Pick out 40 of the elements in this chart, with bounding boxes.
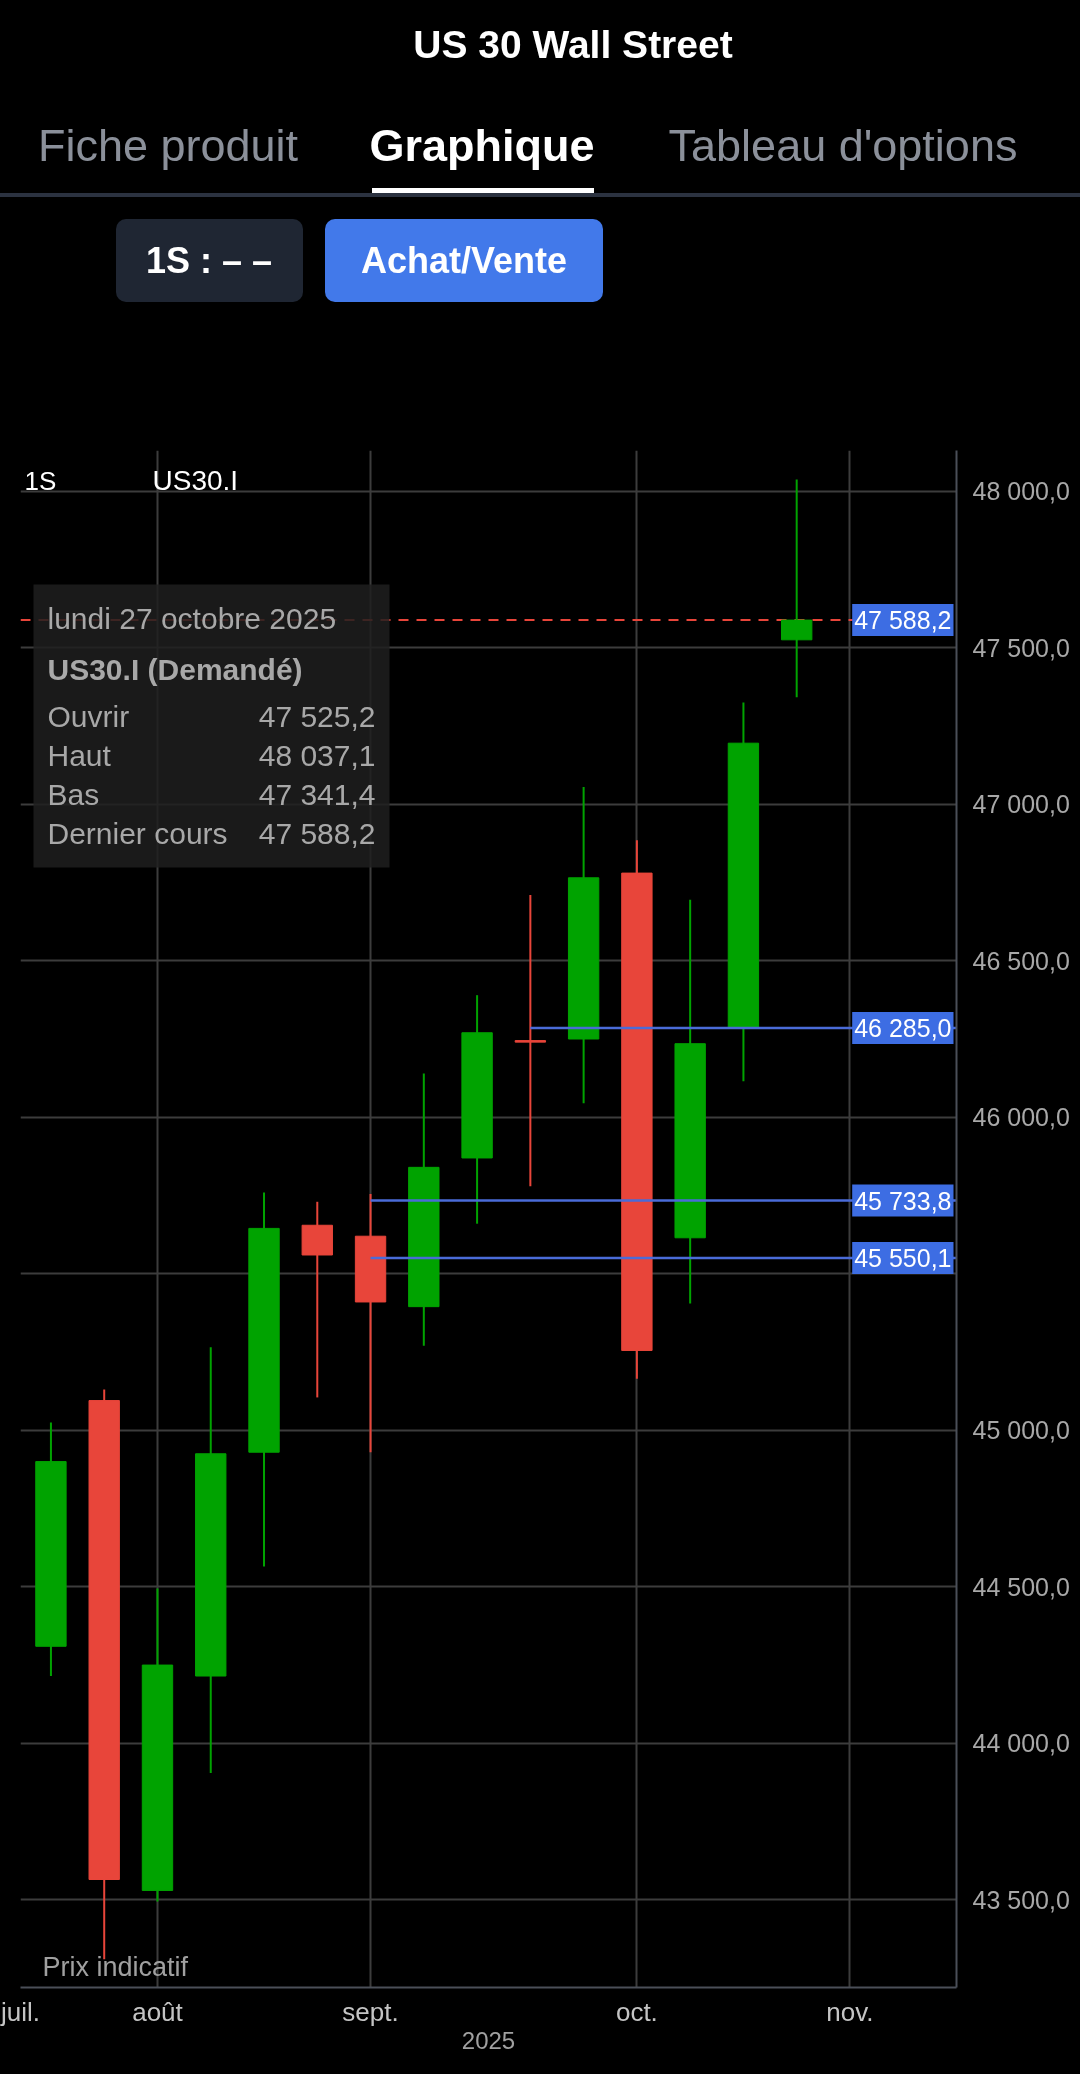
- annotation: 47 341,4: [258, 778, 376, 811]
- annotation: 1S: [24, 465, 57, 496]
- x-tick-label: juil.: [0, 1996, 41, 2027]
- annotation: 47 525,2: [258, 700, 376, 733]
- ref-line-label: 47 588,2: [854, 606, 952, 635]
- y-tick-label: 47 500,0: [972, 633, 1070, 662]
- annotation: US30.I (Demandé): [47, 653, 303, 686]
- annotation: 48 037,1: [258, 739, 376, 772]
- x-tick-label: nov.: [826, 1996, 874, 2027]
- annotation: Ouvrir: [47, 700, 130, 733]
- chart-title: US 30 Wall Street: [413, 22, 733, 68]
- x-axis-title: 2025: [461, 2026, 516, 2054]
- y-tick-label: 48 000,0: [972, 477, 1070, 506]
- x-tick-label: oct.: [615, 1996, 658, 2027]
- annotation: 47 588,2: [258, 817, 376, 850]
- y-tick-label: 44 500,0: [972, 1572, 1070, 1601]
- x-tick-label: août: [132, 1996, 184, 2027]
- y-tick-label: 46 500,0: [972, 946, 1070, 975]
- annotation: Dernier cours: [47, 817, 228, 850]
- text: Tableau d'options: [668, 120, 1018, 172]
- annotation: US30.I: [152, 465, 239, 496]
- text: Graphique: [369, 120, 595, 172]
- text: Achat/Vente: [360, 240, 568, 282]
- data-label: 45 550,1: [854, 1244, 952, 1273]
- candlestick: [781, 478, 813, 699]
- y-tick-label: 47 000,0: [972, 790, 1070, 819]
- candlestick: [514, 894, 547, 1188]
- y-tick-label: 45 000,0: [972, 1416, 1070, 1445]
- data-label: 46 285,0: [854, 1014, 952, 1043]
- x-tick-label: sept.: [342, 1996, 399, 2027]
- y-tick-label: 46 000,0: [972, 1103, 1070, 1132]
- annotation: Haut: [47, 739, 112, 772]
- data-label: 45 733,8: [854, 1186, 952, 1215]
- text: 1S : – –: [145, 240, 273, 282]
- y-tick-label: 44 000,0: [972, 1729, 1070, 1758]
- y-tick-label: 43 500,0: [972, 1885, 1070, 1914]
- annotation: Prix indicatif: [42, 1951, 189, 1982]
- annotation: lundi 27 octobre 2025: [47, 602, 337, 635]
- text: Fiche produit: [37, 120, 299, 172]
- annotation: Bas: [47, 778, 100, 811]
